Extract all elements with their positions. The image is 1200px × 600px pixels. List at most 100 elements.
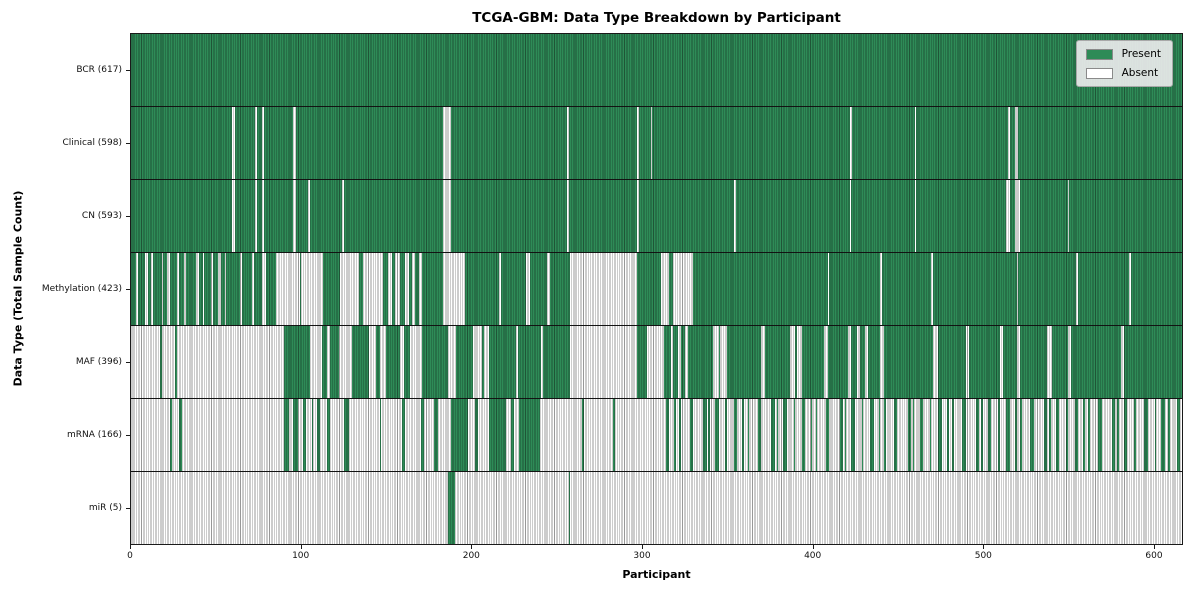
segment-absent [1015, 107, 1019, 179]
segment-present [997, 399, 1000, 471]
segment-absent [778, 399, 784, 471]
segment-absent [880, 399, 884, 471]
segment-absent [176, 326, 285, 398]
segment-present [422, 253, 443, 325]
segment-present [1014, 399, 1017, 471]
segment-present [299, 253, 302, 325]
y-tick-label: mRNA (166) [67, 430, 122, 441]
segment-absent [514, 399, 520, 471]
segment-present [131, 107, 232, 179]
segment-present [568, 107, 637, 179]
segment-absent [567, 107, 569, 179]
segment-present [163, 253, 167, 325]
segment-absent [211, 253, 213, 325]
segment-present [938, 326, 966, 398]
segment-absent [670, 326, 673, 398]
segment-present [226, 253, 240, 325]
segment-absent [848, 326, 852, 398]
segment-present [747, 399, 750, 471]
segment-absent [183, 253, 186, 325]
segment-absent [570, 326, 637, 398]
segment-present [980, 399, 983, 471]
segment-absent [669, 399, 675, 471]
segment-present [851, 399, 855, 471]
segment-present [1130, 253, 1182, 325]
segment-absent [379, 326, 387, 398]
segment-present [912, 399, 915, 471]
segment-present [170, 399, 172, 471]
segment-absent [733, 180, 736, 252]
segment-present [451, 180, 568, 252]
segment-absent [1135, 399, 1145, 471]
segment-absent [897, 399, 908, 471]
segment-absent [718, 399, 726, 471]
segment-absent [744, 399, 748, 471]
segment-present [679, 399, 682, 471]
segment-present [861, 399, 864, 471]
segment-absent [570, 472, 1182, 544]
segment-absent [614, 399, 659, 471]
segment-absent [437, 399, 452, 471]
segment-present [907, 399, 912, 471]
segment-absent [400, 326, 404, 398]
segment-present [376, 326, 380, 398]
segment-absent [231, 180, 235, 252]
segment-absent [693, 399, 704, 471]
segment-absent [880, 326, 884, 398]
segment-present [500, 253, 527, 325]
segment-present [488, 326, 516, 398]
segment-absent [761, 399, 772, 471]
segment-present [1117, 399, 1119, 471]
segment-absent [636, 107, 639, 179]
legend: Present Absent [1075, 40, 1173, 87]
segment-present [475, 399, 479, 471]
segment-absent [1016, 253, 1019, 325]
segment-present [1030, 399, 1034, 471]
segment-absent [863, 399, 871, 471]
segment-present [330, 326, 339, 398]
segment-absent [931, 253, 934, 325]
segment-absent [710, 399, 716, 471]
segment-present [131, 253, 137, 325]
segment-present [234, 107, 256, 179]
segment-absent [720, 326, 728, 398]
matrix-row-MAF [131, 326, 1182, 399]
segment-present [1154, 399, 1157, 471]
segment-present [292, 399, 298, 471]
y-tick-mark [126, 215, 130, 217]
segment-present [669, 253, 673, 325]
segment-present [234, 180, 256, 252]
segment-present [802, 399, 806, 471]
segment-present [284, 399, 290, 471]
x-tick-mark [983, 545, 985, 549]
segment-present [1018, 107, 1182, 179]
segment-present [383, 253, 389, 325]
segment-present [757, 399, 762, 471]
segment-absent [786, 399, 794, 471]
segment-present [916, 180, 1007, 252]
segment-absent [171, 399, 179, 471]
segment-present [1020, 399, 1022, 471]
segment-present [323, 253, 341, 325]
segment-present [343, 180, 443, 252]
segment-absent [933, 326, 939, 398]
segment-present [451, 399, 469, 471]
segment-absent [340, 253, 360, 325]
y-tick-mark [126, 289, 130, 290]
segment-absent [176, 253, 179, 325]
segment-absent [706, 399, 709, 471]
segment-present [543, 326, 571, 398]
segment-present [153, 253, 162, 325]
segment-present [1161, 399, 1165, 471]
segment-present [687, 326, 714, 398]
legend-label-absent: Absent [1121, 67, 1159, 79]
matrix-row-BCR [131, 34, 1182, 107]
segment-present [938, 399, 942, 471]
segment-present [878, 399, 881, 471]
segment-absent [526, 253, 530, 325]
segment-present [359, 253, 363, 325]
segment-absent [1127, 399, 1135, 471]
segment-absent [1033, 399, 1044, 471]
segment-absent [584, 399, 613, 471]
y-tick-label: Clinical (598) [62, 137, 122, 148]
